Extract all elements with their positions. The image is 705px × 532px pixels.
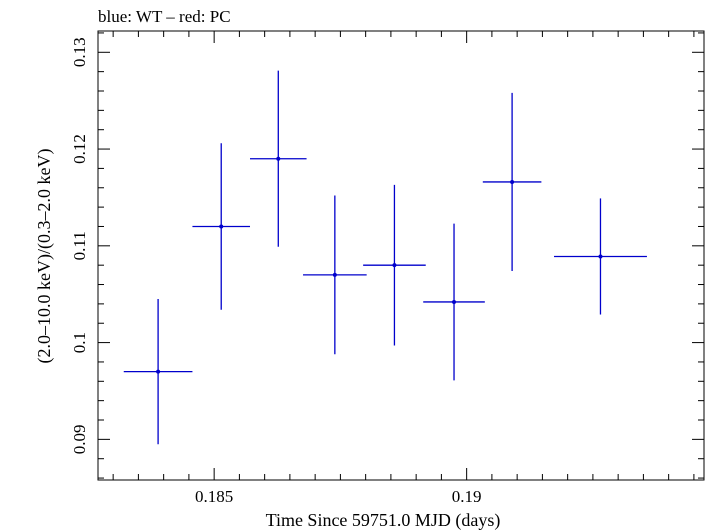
data-point [192, 143, 251, 310]
y-tick-label: 0.1 [70, 332, 89, 353]
data-point [482, 92, 542, 271]
y-tick-label: 0.12 [70, 134, 89, 164]
x-tick-label: 0.19 [452, 487, 482, 506]
y-tick-label: 0.11 [70, 231, 89, 260]
data-point [363, 184, 426, 346]
plot-frame [97, 30, 705, 481]
data-point [250, 70, 307, 247]
data-marker [452, 299, 457, 304]
y-tick-label: 0.09 [70, 424, 89, 454]
data-marker [598, 254, 603, 259]
y-axis-label: (2.0–10.0 keV)/(0.3–2.0 keV) [34, 149, 55, 364]
data-point [123, 299, 193, 445]
axes: 0.09 0.1 0.11 0.12 0.13 0.185 0.19 [70, 31, 704, 506]
data-marker [392, 263, 397, 268]
chart-title: blue: WT – red: PC [98, 7, 231, 26]
data-marker [332, 272, 337, 277]
data-point [303, 195, 367, 355]
x-axis-label: Time Since 59751.0 MJD (days) [266, 510, 501, 531]
x-tick-label: 0.185 [195, 487, 233, 506]
data-marker [276, 156, 281, 161]
data-marker [156, 369, 161, 374]
y-tick-label: 0.13 [70, 37, 89, 67]
data-marker [510, 179, 515, 184]
data-point [554, 198, 647, 315]
data-marker [219, 224, 224, 229]
data-points [123, 70, 647, 445]
data-point [423, 223, 485, 381]
